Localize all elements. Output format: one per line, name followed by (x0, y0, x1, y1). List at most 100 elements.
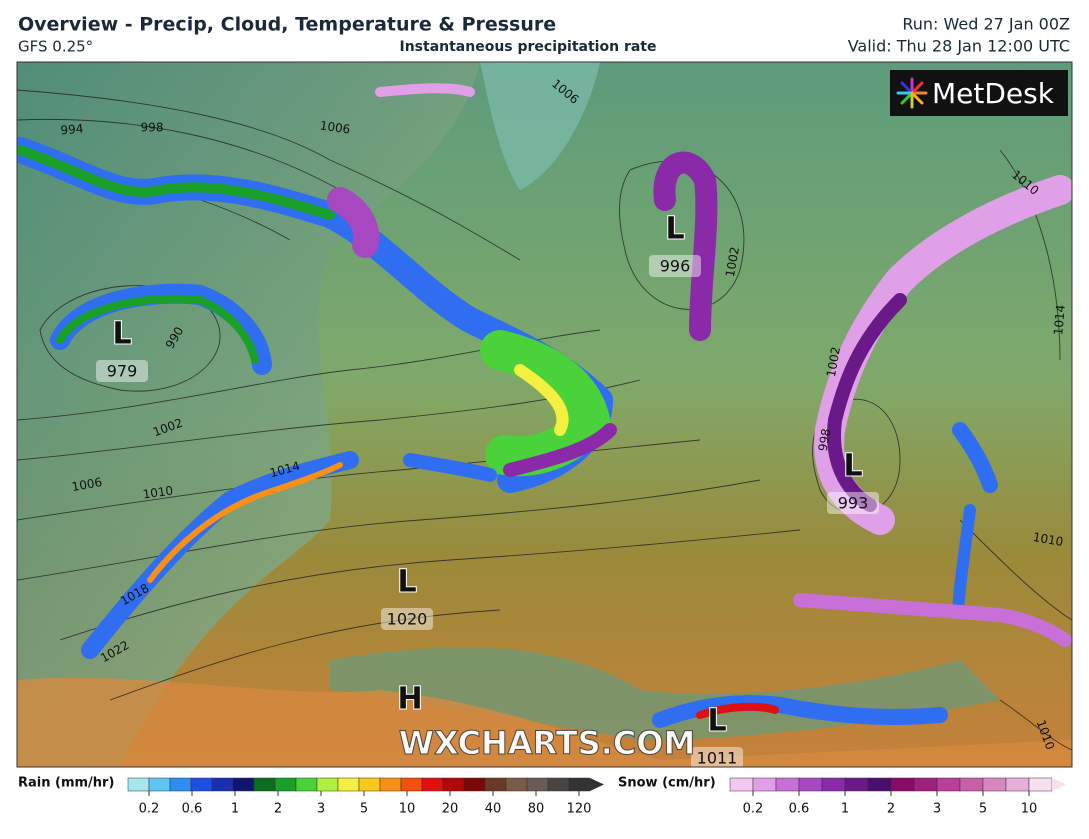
snow-tick-label: 1 (841, 802, 849, 817)
pressure-value-bg (827, 492, 879, 514)
model: GFS 0.25° (18, 38, 93, 56)
pressure-value: 993 (838, 494, 869, 513)
snow-tick-label: 3 (933, 802, 941, 817)
snow-tick-label: 0.2 (743, 802, 764, 817)
rain-tick-label: 3 (317, 802, 325, 817)
rain-swatch (337, 777, 360, 792)
pressure-center-type: L (707, 704, 726, 739)
precipitation (17, 137, 998, 728)
rain-swatch (190, 777, 213, 792)
pressure-center-type: L (397, 565, 416, 600)
isobar-label: 994 (60, 122, 84, 138)
isobar-label: 1006 (71, 475, 104, 494)
snow-swatch (821, 777, 846, 792)
run-time: Run: Wed 27 Jan 00Z (902, 15, 1070, 34)
rain-swatch (421, 777, 444, 792)
africa (17, 677, 1072, 767)
pressure-value-bg (381, 608, 433, 630)
rain-tick-label: 120 (567, 802, 592, 817)
watermark: WXCHARTS.COM (399, 724, 696, 762)
snow-swatch (798, 777, 823, 792)
pressure-value: 979 (107, 362, 138, 381)
pressure-center-type: L (112, 317, 131, 352)
rain-swatch (211, 777, 234, 792)
rain-swatch (295, 777, 318, 792)
snow-swatch (982, 777, 1007, 792)
snow-swatch (936, 777, 961, 792)
rain-swatch (358, 777, 381, 792)
rain-swatch (547, 777, 570, 792)
rain-tick-label: 10 (399, 802, 416, 817)
snow-tick-label: 0.6 (789, 802, 810, 817)
snow-swatch (844, 777, 869, 792)
legend: Rain (mm/hr) Snow (cm/hr) 0.2 0.6 1 2 3 5 10 20… (18, 776, 1066, 817)
snow-swatch (890, 777, 915, 792)
rain-swatch (274, 777, 297, 792)
title: Overview - Precip, Cloud, Temperature & … (18, 14, 556, 36)
snow-tick-label: 10 (1021, 802, 1038, 817)
rain-swatch (463, 777, 486, 792)
snow-swatch (1028, 777, 1053, 792)
valid-time: Valid: Thu 28 Jan 12:00 UTC (848, 37, 1070, 56)
snow-legend-label: Snow (cm/hr) (618, 776, 716, 791)
pressure-value-bg (96, 360, 148, 382)
map-frame (16, 61, 1073, 768)
pressure-centers: L 979 L 996 L 993 L 1020 H L 1011 (96, 211, 879, 768)
pressure-value: 1020 (387, 610, 428, 629)
isobar-label: 1010 (142, 483, 174, 501)
pressure-center-type: H (397, 682, 422, 717)
rain-swatch (484, 777, 507, 792)
snow-tick-label: 2 (887, 802, 895, 817)
snow-swatch (867, 777, 892, 792)
snow-swatch (913, 777, 938, 792)
rain-swatch (253, 777, 276, 792)
logo: MetDesk (932, 77, 1055, 110)
snow-swatch (959, 777, 984, 792)
rain-tick-label: 20 (442, 802, 459, 817)
rain-swatch (526, 777, 549, 792)
isobar-label: 1006 (319, 118, 351, 136)
rain-tick-label: 0.6 (182, 802, 203, 817)
rain-arrow (590, 778, 604, 791)
snow-swatch (775, 777, 800, 792)
pressure-value-bg (691, 747, 743, 767)
pressure-value-bg (649, 255, 701, 277)
isobar-label: 1014 (1051, 304, 1068, 336)
rain-tick-label: 80 (528, 802, 545, 817)
snow-swatch (1005, 777, 1030, 792)
snow-arrow (1052, 778, 1066, 791)
isobar-label: 998 (816, 427, 834, 452)
subtitle: Instantaneous precipitation rate (400, 39, 657, 55)
rain-tick-label: 2 (274, 802, 282, 817)
rain-swatch (148, 777, 171, 792)
pressure-center-type: L (665, 212, 684, 247)
pressure-value: 1011 (697, 749, 738, 768)
rain-swatch (232, 777, 255, 792)
pressure-center-type: L (843, 449, 862, 484)
rain-tick-label: 1 (231, 802, 239, 817)
rain-swatch (505, 777, 528, 792)
rain-swatch (379, 777, 402, 792)
isobar-label: 1002 (723, 246, 742, 279)
rain-tick-label: 5 (360, 802, 368, 817)
isobar-label: 1010 (1032, 530, 1065, 549)
rain-swatch (568, 777, 591, 792)
snow-swatch (752, 777, 777, 792)
snow-swatch (729, 777, 754, 792)
rain-swatch (400, 777, 423, 792)
scandinavia-cloud (480, 62, 600, 190)
rain-legend-label: Rain (mm/hr) (18, 776, 114, 791)
rain-tick-label: 40 (485, 802, 502, 817)
isobar-label: 1002 (824, 346, 843, 379)
rain-swatch (442, 777, 465, 792)
rain-swatch (316, 777, 339, 792)
logo-mark (896, 77, 928, 109)
rain-swatch (127, 777, 150, 792)
rain-tick-label: 0.2 (139, 802, 160, 817)
snowfall (327, 83, 1072, 647)
isobar-label: 998 (141, 121, 164, 135)
snow-tick-label: 5 (979, 802, 987, 817)
rain-swatch (169, 777, 192, 792)
